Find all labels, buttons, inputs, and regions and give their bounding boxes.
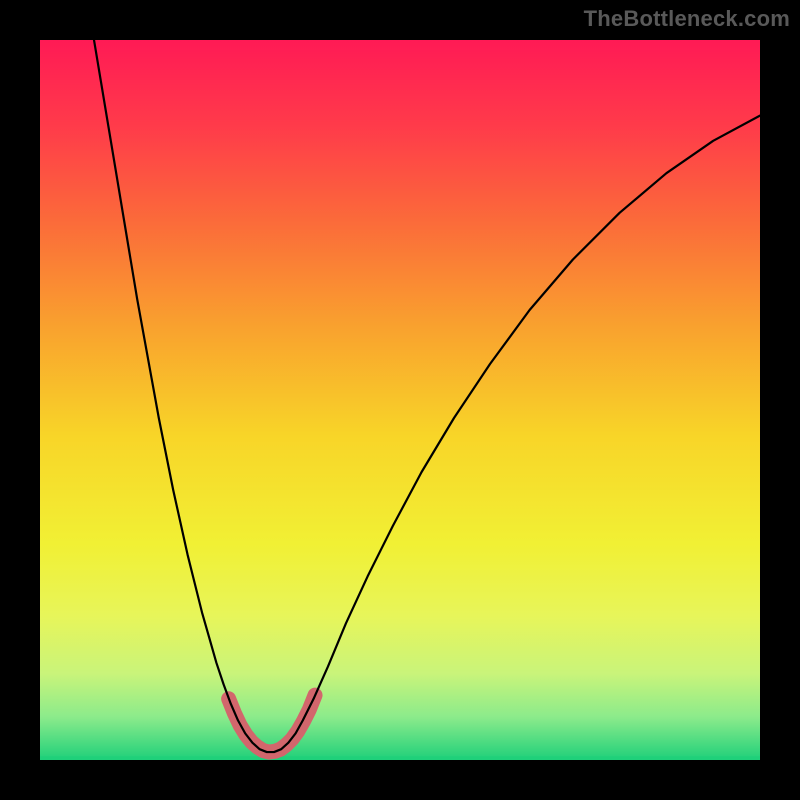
plot-svg <box>40 40 760 760</box>
watermark-text: TheBottleneck.com <box>584 6 790 32</box>
gradient-background <box>40 40 760 760</box>
outer-frame: TheBottleneck.com <box>0 0 800 800</box>
plot-area <box>40 40 760 760</box>
baseline-band <box>40 756 760 760</box>
